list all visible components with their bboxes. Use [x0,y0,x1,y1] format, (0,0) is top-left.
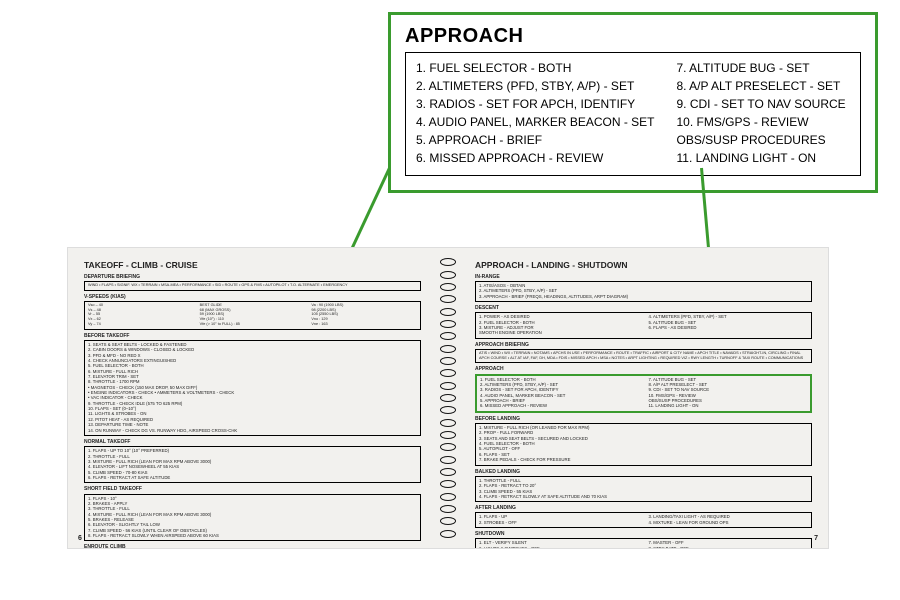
section-title: AFTER LANDING [475,505,812,511]
departure-briefing: WIND • FLAPS • SIGNIF. WX • TERRAIN • MS… [84,281,421,291]
left-page-title: TAKEOFF - CLIMB - CRUISE [84,260,421,271]
in-range: 1. ATIS/ASOS - OBTAIN2. ALTIMETERS (PFD,… [475,281,812,302]
shutdown: 1. ELT - VERIFY SILENT2. LIGHTS & SWITCH… [475,538,812,548]
section-title: BEFORE LANDING [475,416,812,422]
section-title: BALKED LANDING [475,469,812,475]
approach-briefing: ATIS • WIND • WX • TERRAIN • NOTAMS • AP… [475,349,812,363]
right-page-title: APPROACH - LANDING - SHUTDOWN [475,260,812,271]
callout-title: APPROACH [405,25,861,48]
before-landing: 1. MIXTURE - FULL RICH (OR LEANED FOR MA… [475,423,812,466]
section-title: APPROACH BRIEFING [475,342,812,348]
section-title: BEFORE TAKEOFF [84,333,421,339]
approach-section-highlighted: 1. FUEL SELECTOR - BOTH2. ALTIMETERS (PF… [475,374,812,413]
short-field-takeoff: 1. FLAPS - 10°2. BRAKES - APPLY3. THROTT… [84,494,421,542]
normal-takeoff: 1. FLAPS - UP TO 10° (10° PREFERRED)2. T… [84,446,421,483]
section-title: NORMAL TAKEOFF [84,439,421,445]
section-title: DESCENT [475,305,812,311]
section-title: APPROACH [475,366,812,372]
callout-body: 1. FUEL SELECTOR - BOTH2. ALTIMETERS (PF… [405,52,861,176]
section-title: IN-RANGE [475,274,812,280]
section-title: DEPARTURE BRIEFING [84,274,421,280]
before-takeoff: 1. SEATS & SEAT BELTS - LOCKED & FASTENE… [84,340,421,436]
callout-box: APPROACH 1. FUEL SELECTOR - BOTH2. ALTIM… [388,12,878,193]
spiral-binding [437,248,459,548]
section-title: V-SPEEDS (KIAS) [84,294,421,300]
section-title: SHORT FIELD TAKEOFF [84,486,421,492]
balked-landing: 1. THROTTLE - FULL2. FLAPS - RETRACT TO … [475,476,812,502]
vspeeds-table: Vso – 40Vs – 48Vr – 55Vx – 62Vy – 74BEST… [84,301,421,330]
section-title: SHUTDOWN [475,531,812,537]
right-page: APPROACH - LANDING - SHUTDOWN IN-RANGE 1… [459,248,828,548]
callout-left-col: 1. FUEL SELECTOR - BOTH2. ALTIMETERS (PF… [416,59,655,167]
page-number: 7 [814,535,818,544]
page-number: 6 [78,535,82,544]
callout-right-col: 7. ALTITUDE BUG - SET8. A/P ALT PRESELEC… [677,59,846,167]
descent: 1. POWER - AS DESIRED2. FUEL SELECTOR - … [475,312,812,338]
section-title: ENROUTE CLIMB [84,544,421,548]
left-page: TAKEOFF - CLIMB - CRUISE DEPARTURE BRIEF… [68,248,437,548]
after-landing: 1. FLAPS - UP2. STROBES - OFF3. LANDING/… [475,512,812,528]
checklist-book: TAKEOFF - CLIMB - CRUISE DEPARTURE BRIEF… [68,248,828,548]
